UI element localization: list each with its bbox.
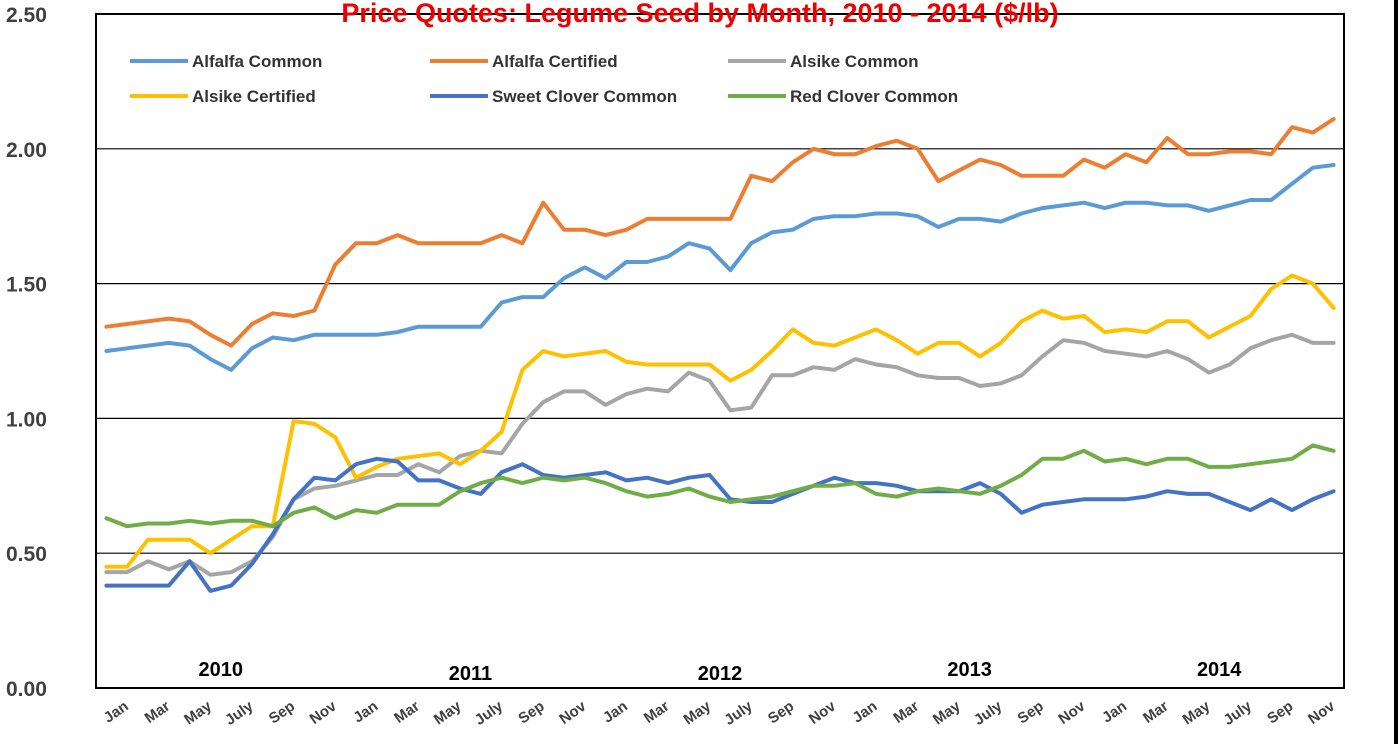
plot-area: [95, 13, 1345, 689]
year-label: 2011: [449, 663, 492, 685]
series-line-alsike-certified: [104, 273, 1336, 569]
y-tick-label: 2.00: [6, 139, 47, 162]
y-tick-label: 2.50: [6, 4, 47, 27]
legend-label: Red Clover Common: [790, 87, 958, 106]
legend-label: Alsike Certified: [192, 87, 316, 106]
legend-label: Alfalfa Certified: [492, 52, 618, 71]
gridlines: [96, 148, 1344, 554]
series-line-alfalfa-common: [104, 163, 1336, 372]
legend-label: Sweet Clover Common: [492, 87, 677, 106]
year-label: 2014: [1197, 659, 1242, 681]
series-line-alfalfa-certified: [104, 117, 1336, 348]
y-axis-ticks: 0.00 0.50 1.00 1.50 2.00 2.50: [6, 4, 47, 701]
series-line-red-clover-common: [104, 443, 1336, 529]
year-label: 2012: [698, 663, 743, 685]
series-line-sweet-clover-common: [104, 456, 1336, 593]
legend-label: Alfalfa Common: [192, 52, 322, 71]
chart-title: Price Quotes: Legume Seed by Month, 2010…: [341, 0, 1058, 28]
y-tick-label: 1.00: [6, 408, 47, 431]
legend-label: Alsike Common: [790, 52, 918, 71]
year-label: 2013: [947, 659, 992, 681]
series-lines: [104, 117, 1336, 593]
year-labels: 2010 2011 2012 2013 2014: [199, 659, 1243, 685]
year-label: 2010: [199, 659, 244, 681]
y-tick-label: 0.00: [6, 678, 47, 701]
legend: Alfalfa Common Alfalfa Certified Alsike Co…: [130, 52, 958, 106]
series-line-alsike-common: [104, 332, 1336, 577]
y-tick-label: 0.50: [6, 543, 47, 566]
y-tick-label: 1.50: [6, 274, 47, 297]
